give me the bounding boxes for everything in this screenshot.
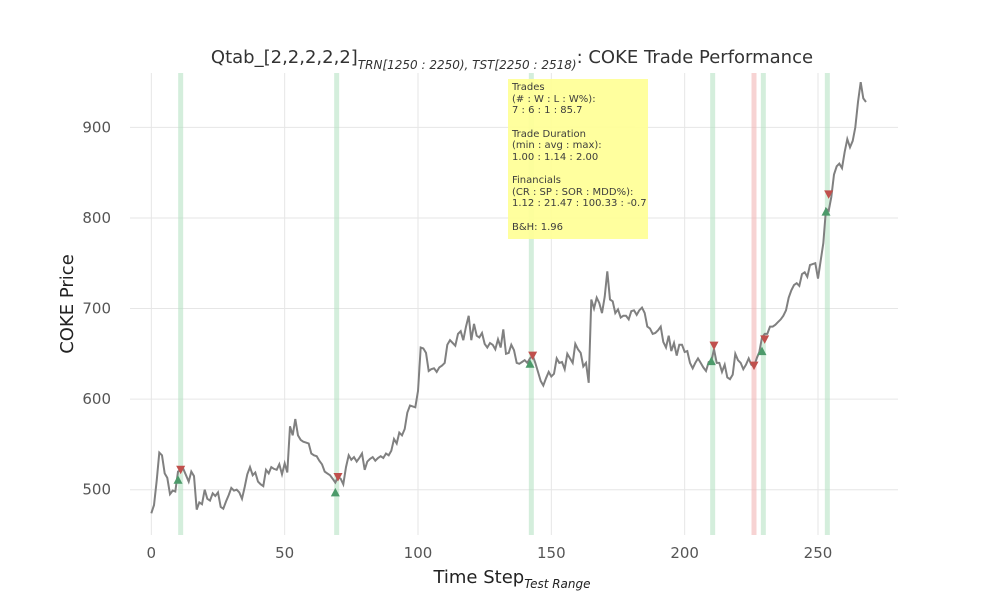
y-tick-label: 900 (82, 118, 111, 136)
trades-value: 7 : 6 : 1 : 85.7 (512, 105, 583, 116)
x-axis-label-main: Time Step (432, 567, 524, 588)
trade-stats-box: Trades (# : W : L : W%): 7 : 6 : 1 : 85.… (508, 79, 648, 239)
buy-marker (757, 346, 767, 356)
win-trade-band (760, 73, 766, 535)
buy-marker (525, 359, 535, 368)
x-tick-label: 250 (804, 544, 833, 562)
x-tick-label: 0 (147, 544, 157, 562)
buy-marker (330, 487, 340, 497)
buy-and-hold: B&H: 1.96 (512, 221, 563, 233)
x-axis-label: Time StepTest Range (432, 567, 590, 591)
win-trade-band (824, 73, 830, 535)
duration-value: 1.00 : 1.14 : 2.00 (512, 151, 599, 163)
title-prefix: Qtab_[2,2,2,2,2] (211, 47, 358, 68)
x-axis-label-subscript: Test Range (524, 577, 590, 591)
grid-lines (130, 73, 898, 535)
sell-marker (760, 335, 770, 344)
y-tick-label: 600 (82, 390, 111, 408)
y-axis-label: COKE Price (57, 254, 78, 354)
sell-marker (333, 473, 343, 482)
buy-marker (821, 207, 831, 216)
win-trade-band (528, 73, 534, 535)
chart-title: Qtab_[2,2,2,2,2]TRN[1250 : 2250), TST[22… (211, 47, 813, 72)
buy-marker (173, 475, 183, 484)
financials-sub: (CR : SP : SOR : MDD%): (512, 186, 634, 198)
y-tick-label: 800 (82, 209, 111, 227)
title-subscript: TRN[1250 : 2250), TST[2250 : 2518) (358, 58, 577, 72)
trades-sub: (# : W : L : W%): (512, 93, 596, 105)
sell-marker (709, 341, 719, 351)
duration-sub: (min : avg : max): (512, 140, 602, 151)
sell-marker (176, 465, 186, 475)
win-trade-band (334, 73, 340, 535)
win-trade-band (178, 73, 184, 535)
sell-marker (749, 361, 759, 371)
financials-label: Financials (512, 175, 561, 186)
duration-label: Trade Duration (512, 128, 586, 140)
buy-marker (706, 356, 716, 366)
y-tick-label: 700 (82, 300, 111, 318)
x-tick-label: 150 (537, 544, 566, 562)
x-tick-labels: 0 50 100 150 200 250 (147, 544, 833, 562)
y-tick-label: 500 (82, 481, 111, 499)
sell-marker (528, 351, 538, 361)
y-tick-labels: 500 600 700 800 900 (82, 118, 111, 498)
trade-bands (178, 73, 830, 535)
financials-value: 1.12 : 21.47 : 100.33 : -0.7 (512, 198, 647, 209)
x-tick-label: 50 (275, 544, 294, 562)
x-tick-label: 200 (670, 544, 699, 562)
title-suffix: : COKE Trade Performance (577, 47, 814, 68)
win-trade-band (710, 73, 716, 535)
x-tick-label: 100 (404, 544, 433, 562)
loss-trade-band (751, 73, 757, 535)
trades-label: Trades (512, 82, 545, 93)
trade-markers (173, 190, 834, 497)
price-series-line (150, 81, 867, 514)
sell-marker (824, 190, 834, 199)
